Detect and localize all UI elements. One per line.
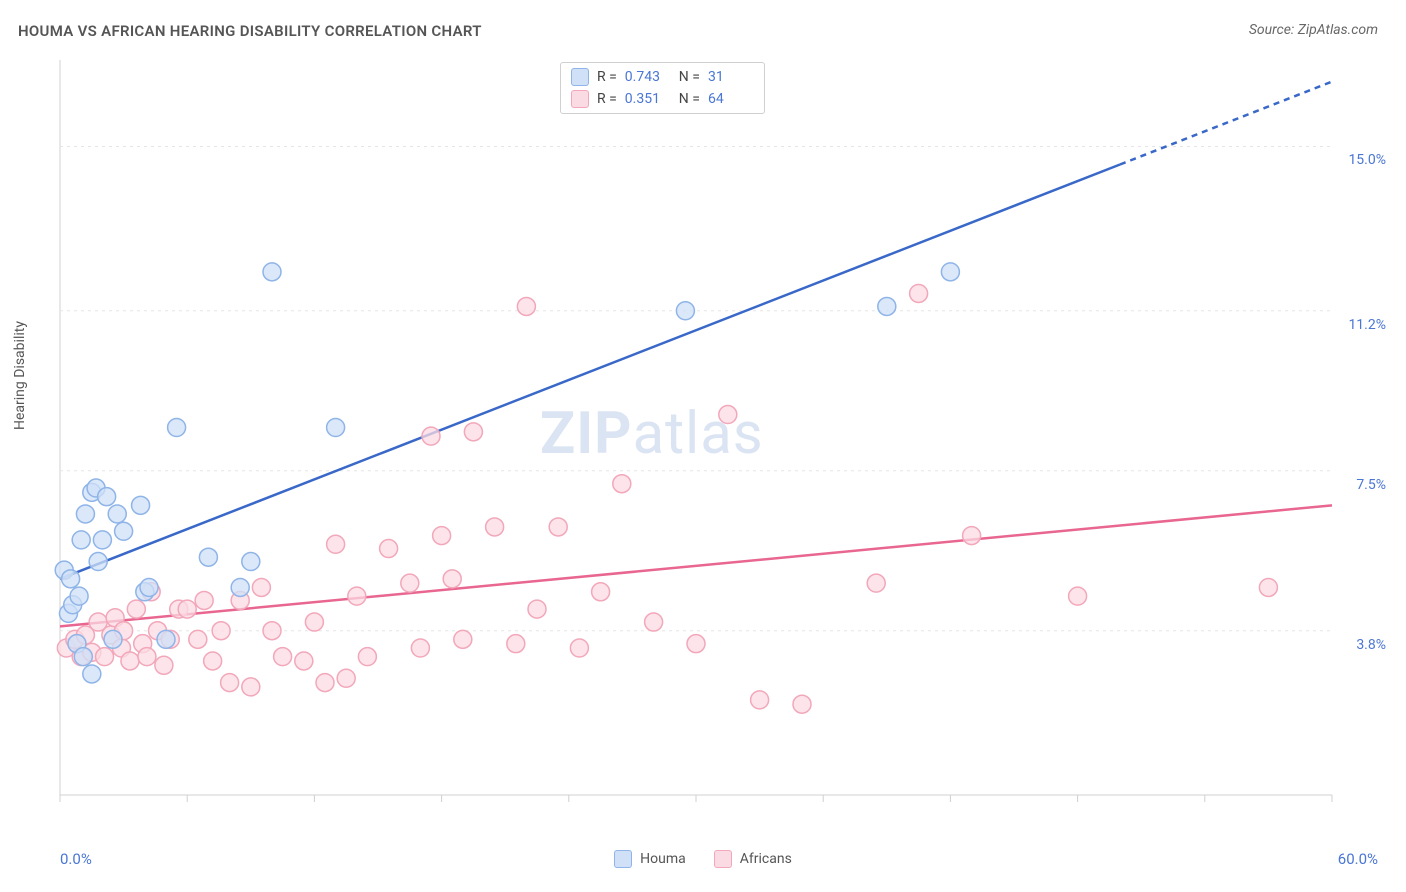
y-tick: 3.8% <box>1356 637 1386 653</box>
swatch-africans <box>571 90 589 108</box>
legend-row-africans: R = 0.351 N = 64 <box>571 88 754 110</box>
y-tick: 11.2% <box>1348 317 1386 333</box>
chart-canvas <box>0 0 1406 892</box>
legend-row-houma: R = 0.743 N = 31 <box>571 66 754 88</box>
series-legend: Houma Africans <box>0 850 1406 868</box>
swatch-houma-icon <box>614 850 632 868</box>
swatch-houma <box>571 68 589 86</box>
swatch-africans-icon <box>714 850 732 868</box>
legend-item-africans: Africans <box>714 850 792 868</box>
correlation-chart: HOUMA VS AFRICAN HEARING DISABILITY CORR… <box>0 0 1406 892</box>
y-tick: 15.0% <box>1348 152 1386 168</box>
y-tick: 7.5% <box>1356 477 1386 493</box>
legend-item-houma: Houma <box>614 850 686 868</box>
correlation-legend: R = 0.743 N = 31 R = 0.351 N = 64 <box>560 62 765 114</box>
